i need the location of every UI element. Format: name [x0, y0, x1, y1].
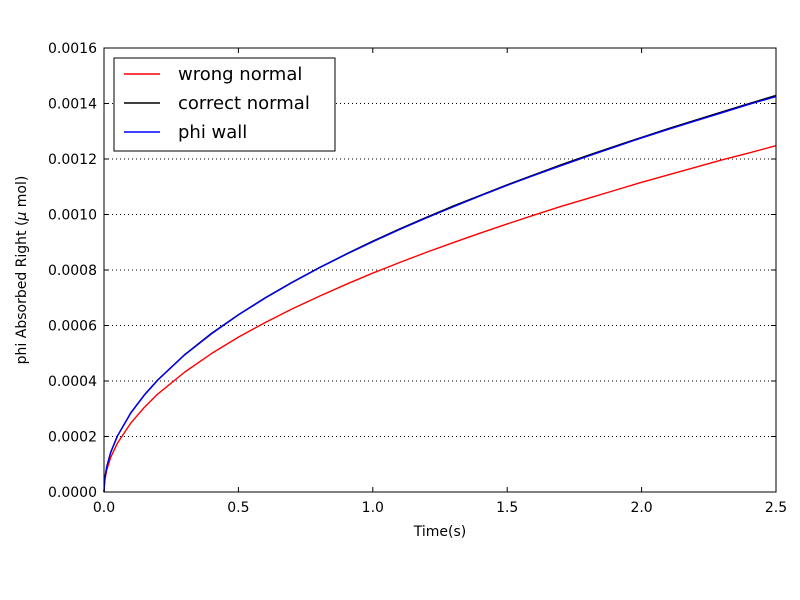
y-tick-label: 0.0014: [48, 97, 97, 113]
y-axis-label-text: phi Absorbed Right (: [14, 221, 30, 365]
y-axis-label-unit: mol): [14, 176, 30, 212]
y-tick-label: 0.0010: [48, 208, 97, 224]
x-axis-label: Time(s): [413, 524, 466, 540]
x-tick-label: 1.5: [496, 500, 518, 516]
x-tick-label: 0.5: [227, 500, 249, 516]
legend-label: phi wall: [178, 122, 247, 143]
y-tick-label: 0.0000: [48, 485, 97, 501]
y-axis-label-mu: μ: [14, 212, 30, 222]
legend-label: correct normal: [178, 93, 310, 114]
y-tick-label: 0.0002: [48, 430, 97, 446]
series-line-wrong-normal: [103, 145, 777, 493]
y-axis-label: phi Absorbed Right (μ mol): [14, 176, 30, 365]
x-tick-label: 0.0: [93, 500, 115, 516]
legend-label: wrong normal: [178, 64, 302, 85]
y-tick-label: 0.0016: [48, 41, 97, 57]
x-tick-label: 2.0: [630, 500, 652, 516]
series-line-phi-wall: [103, 95, 777, 493]
y-tick-label: 0.0012: [48, 152, 97, 168]
y-tick-label: 0.0008: [48, 263, 97, 279]
x-tick-label: 1.0: [362, 500, 384, 516]
x-tick-label: 2.5: [765, 500, 787, 516]
legend: wrong normal correct normal phi wall: [113, 57, 336, 152]
y-tick-label: 0.0006: [48, 319, 97, 335]
series-lines: [103, 94, 777, 493]
y-tick-label: 0.0004: [48, 374, 97, 390]
gridlines: [104, 103, 776, 437]
axis-ticks: 0.00000.00020.00040.00060.00080.00100.00…: [48, 41, 787, 516]
